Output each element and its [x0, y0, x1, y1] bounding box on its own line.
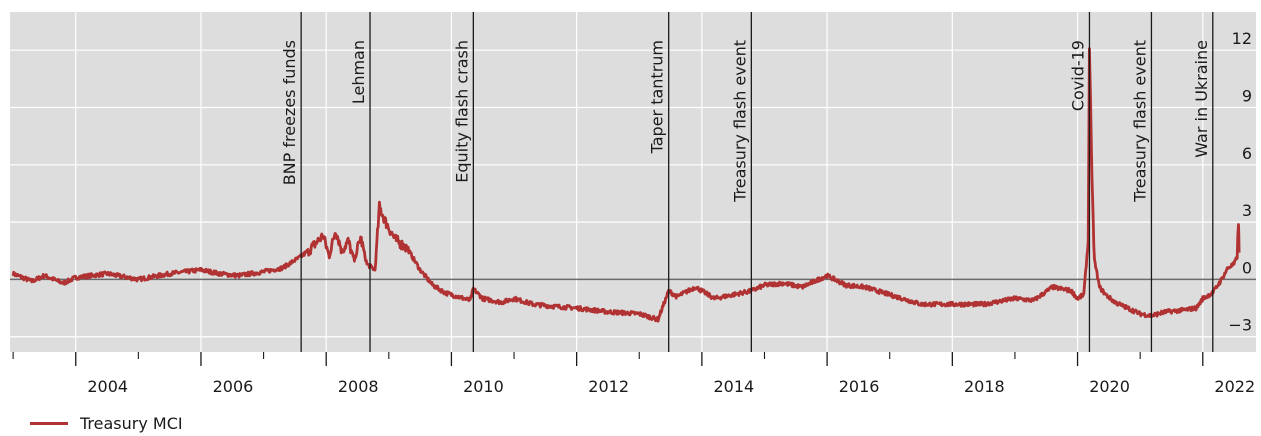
event-label: Lehman: [349, 40, 368, 104]
x-tick-label: 2020: [1089, 377, 1130, 396]
series-layer: [11, 47, 1241, 323]
x-tick-label: 2012: [588, 377, 629, 396]
legend: Treasury MCI: [30, 414, 183, 433]
x-tick-label: 2018: [964, 377, 1005, 396]
x-tick-label: 2022: [1214, 377, 1255, 396]
x-tick-label: 2004: [87, 377, 128, 396]
y-axis: −3 0 3 6 9 12: [1228, 29, 1252, 335]
event-label: BNP freezes funds: [280, 40, 299, 185]
event-label: Taper tantrum: [648, 40, 667, 154]
grid: [10, 12, 1256, 352]
x-tick-label: 2014: [714, 377, 755, 396]
event-label: Equity flash crash: [452, 40, 471, 183]
y-tick-label: −3: [1228, 316, 1252, 335]
event-label: Treasury flash event: [730, 40, 749, 203]
legend-label: Treasury MCI: [80, 414, 183, 433]
plot-background: [10, 12, 1256, 352]
y-tick-label: 9: [1242, 87, 1252, 106]
y-tick-label: 12: [1232, 29, 1252, 48]
x-tick-label: 2006: [213, 377, 254, 396]
event-label: Covid-19: [1068, 40, 1087, 111]
event-label: Treasury flash event: [1130, 40, 1149, 203]
x-tick-label: 2010: [463, 377, 504, 396]
y-tick-label: 0: [1242, 258, 1252, 277]
y-tick-label: 3: [1242, 201, 1252, 220]
x-tick-label: 2016: [839, 377, 880, 396]
event-label: War in Ukraine: [1192, 40, 1211, 158]
event-lines: BNP freezes funds Lehman Equity flash cras…: [280, 12, 1214, 352]
series-line-treasury-mci: [11, 47, 1241, 323]
x-axis: 2004 2006 2008 2010 2012 2014 2016 2018 2020 2022: [12, 352, 1255, 396]
y-tick-label: 6: [1242, 144, 1252, 163]
legend-swatch: [30, 422, 68, 425]
x-tick-label: 2008: [338, 377, 379, 396]
